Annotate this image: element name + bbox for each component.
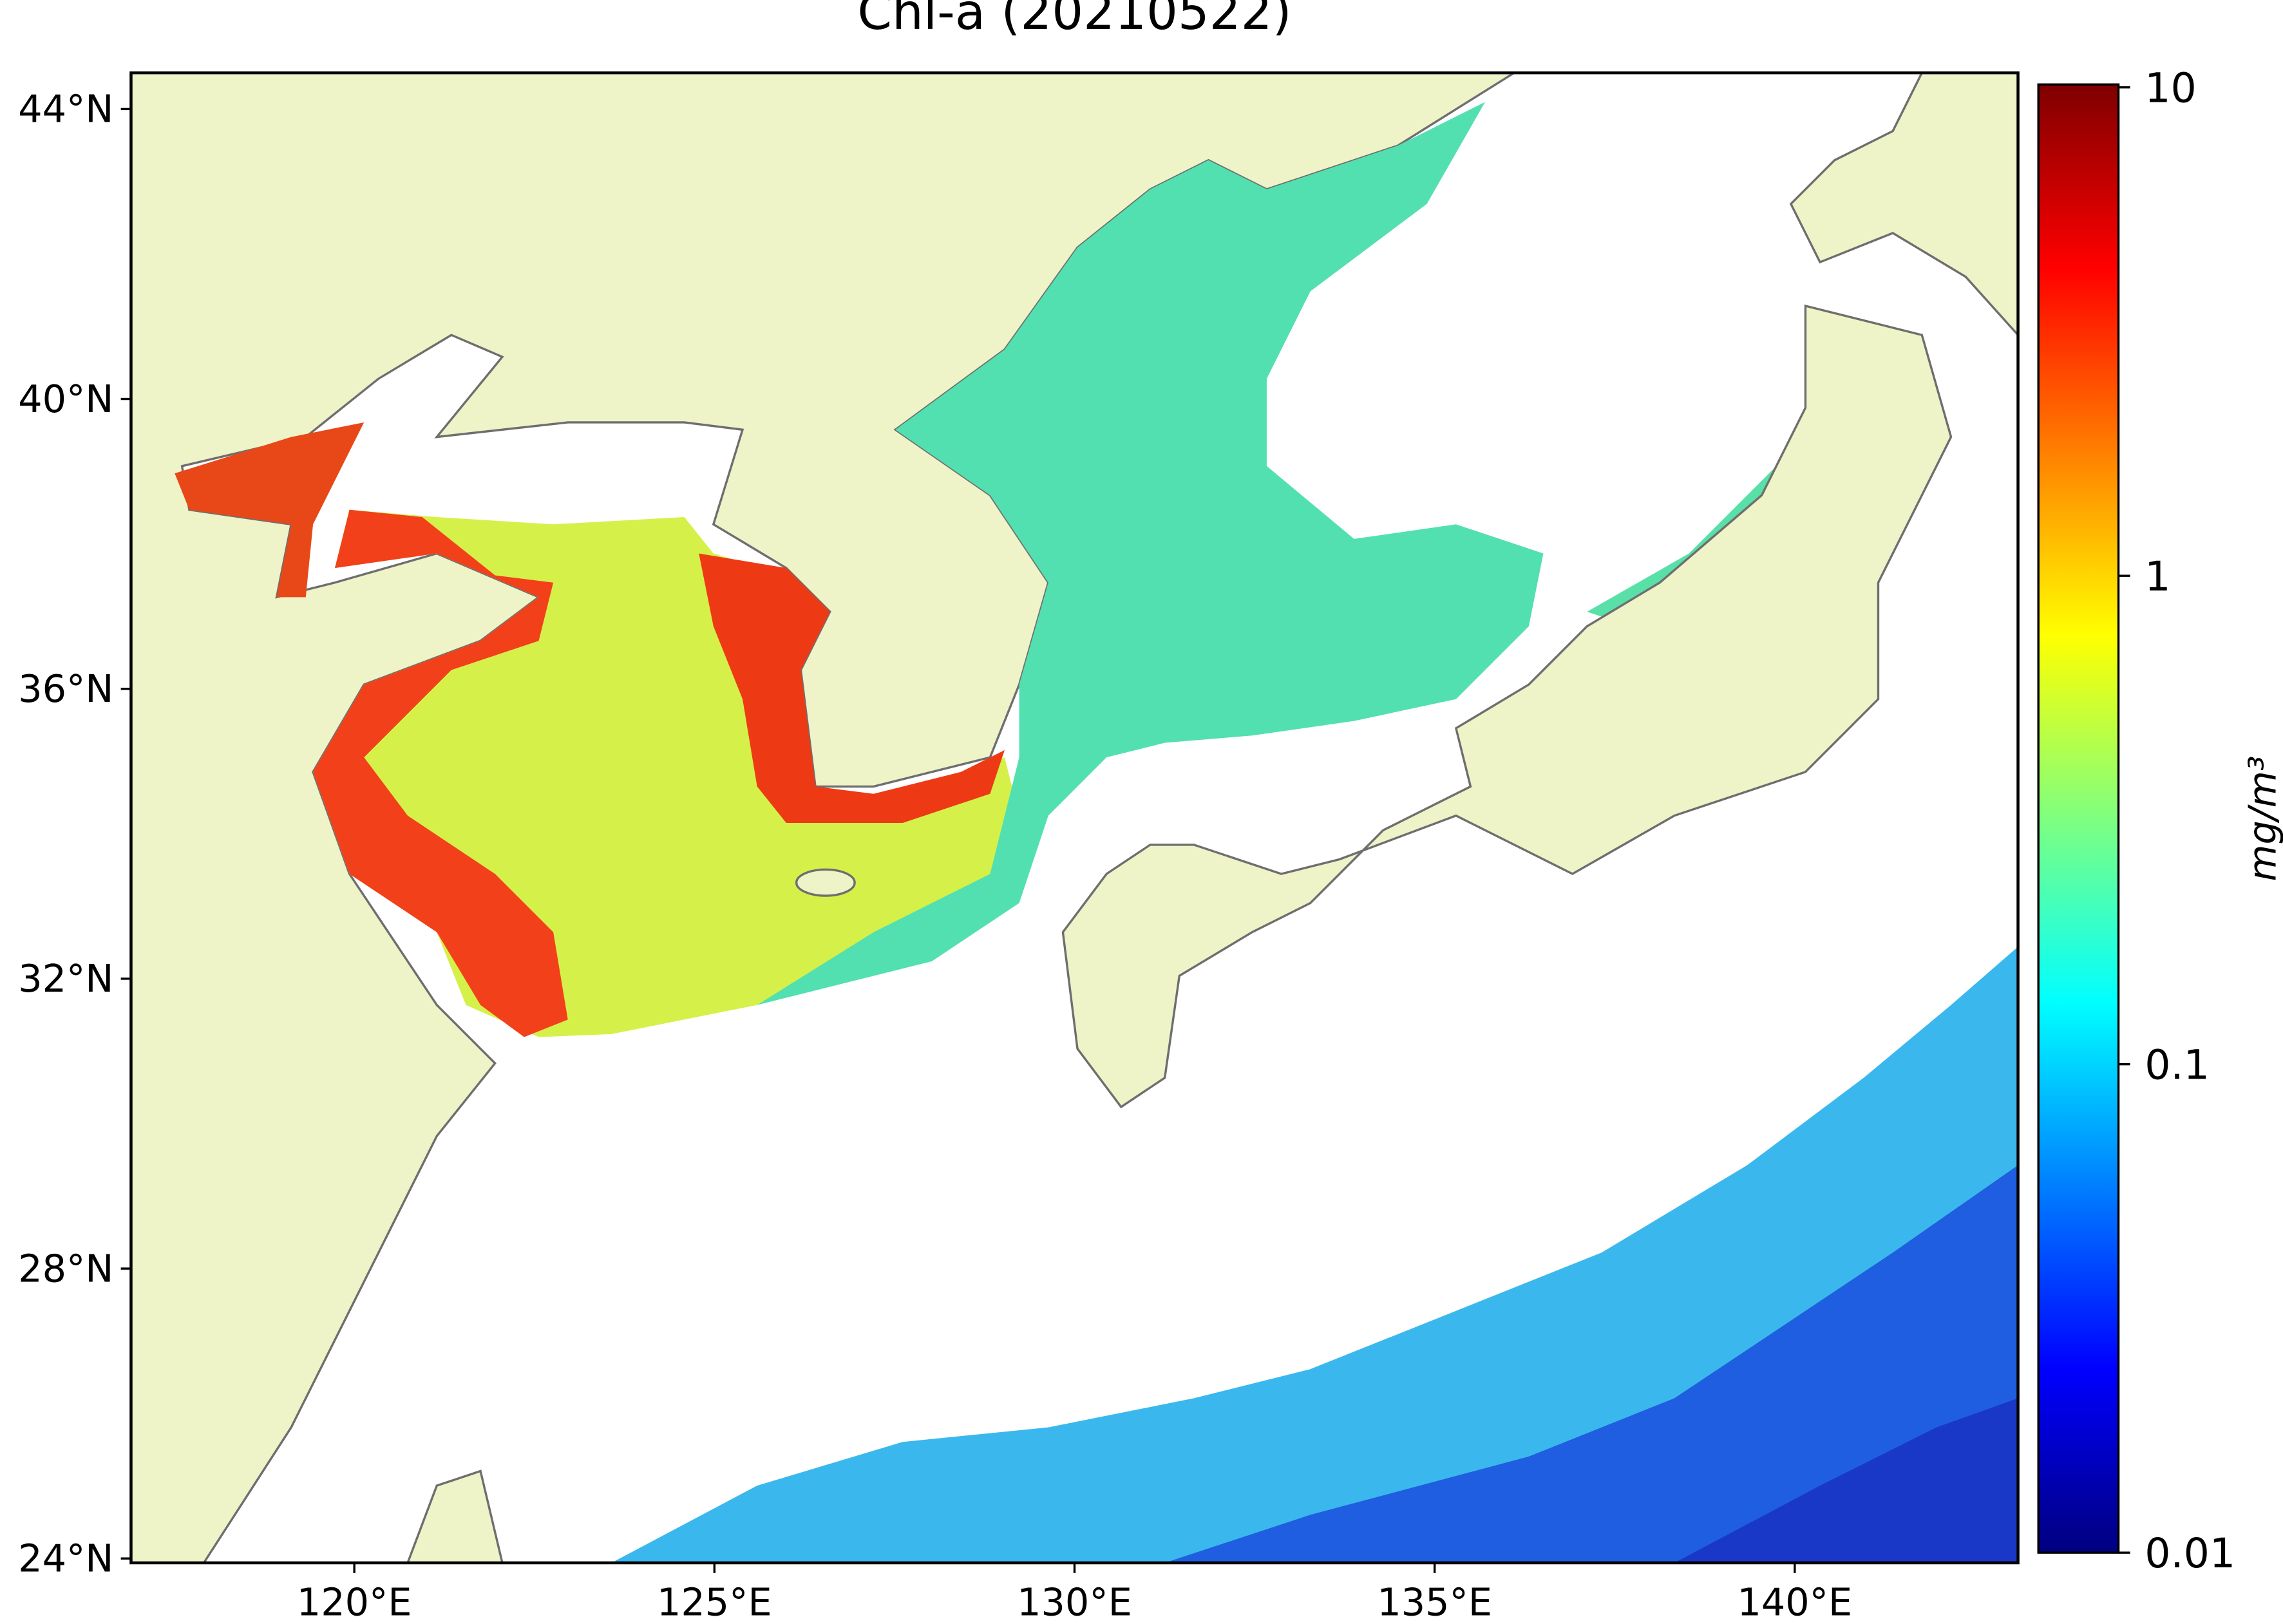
chlorophyll-coastal (175, 422, 365, 598)
y-tick-label: 28°N (18, 1246, 113, 1290)
land-jeju (795, 868, 856, 897)
land-japan (1061, 304, 1953, 1109)
y-tick-label: 24°N (18, 1536, 113, 1581)
land-hokkaido (1789, 73, 2018, 337)
map (131, 73, 2018, 1563)
colorbar-tick-label: 1 (2145, 552, 2170, 600)
chlorophyll-medium (757, 102, 1544, 1005)
y-tick-label: 40°N (18, 377, 113, 421)
y-tick-label: 32°N (18, 956, 113, 1001)
chlorophyll-very-low (1164, 1165, 2018, 1563)
x-tick-label: 125°E (657, 1580, 772, 1624)
land-taiwan (406, 1469, 504, 1563)
colorbar (2037, 83, 2120, 1554)
chart-title: Chl-a (20210522) (857, 0, 1291, 41)
x-tick-label: 135°E (1377, 1580, 1492, 1624)
chlorophyll-very-low (1674, 1398, 2018, 1563)
colorbar-tick-label: 0.1 (2145, 1041, 2210, 1088)
colorbar-label: mg/m³ (2240, 756, 2283, 882)
chlorophyll-coastal (313, 509, 568, 1037)
colorbar-tick-label: 10 (2145, 64, 2197, 111)
x-tick-label: 120°E (297, 1580, 412, 1624)
y-tick-label: 44°N (18, 87, 113, 131)
colorbar-tick-label: 0.01 (2145, 1529, 2235, 1577)
x-tick-label: 130°E (1017, 1580, 1132, 1624)
chlorophyll-coastal (699, 553, 1005, 823)
y-tick-label: 36°N (18, 666, 113, 711)
x-tick-label: 140°E (1737, 1580, 1852, 1624)
